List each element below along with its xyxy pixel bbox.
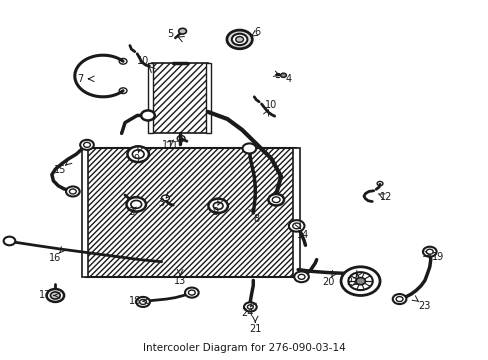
Circle shape — [340, 267, 379, 296]
Circle shape — [131, 201, 142, 208]
Text: 3: 3 — [158, 198, 164, 208]
Circle shape — [66, 186, 80, 197]
Circle shape — [288, 220, 304, 231]
Text: 12: 12 — [379, 192, 391, 202]
Bar — [82, 148, 88, 277]
Circle shape — [178, 28, 186, 34]
Text: 10: 10 — [264, 100, 276, 110]
Text: 11: 11 — [162, 140, 174, 150]
Bar — [206, 63, 211, 134]
Circle shape — [292, 223, 300, 229]
Circle shape — [208, 199, 227, 213]
Text: 22: 22 — [346, 277, 358, 287]
Text: 20: 20 — [322, 277, 334, 287]
Circle shape — [136, 297, 150, 307]
Circle shape — [294, 271, 308, 282]
Text: 14: 14 — [296, 230, 308, 239]
Bar — [148, 63, 153, 134]
Text: 19: 19 — [431, 252, 444, 262]
Circle shape — [50, 292, 60, 299]
Text: 1: 1 — [172, 140, 178, 150]
Circle shape — [126, 197, 146, 212]
Text: 18: 18 — [128, 296, 141, 306]
Text: 13: 13 — [174, 276, 186, 286]
Circle shape — [280, 73, 286, 77]
Text: 9: 9 — [133, 154, 139, 164]
Bar — [86, 148, 295, 277]
Circle shape — [184, 288, 198, 298]
Bar — [152, 63, 207, 134]
Circle shape — [242, 143, 256, 153]
Text: 10: 10 — [137, 56, 149, 66]
Circle shape — [141, 111, 155, 121]
Text: 21: 21 — [248, 324, 261, 334]
Circle shape — [132, 150, 144, 158]
Circle shape — [355, 278, 365, 285]
Text: Intercooler Diagram for 276-090-03-14: Intercooler Diagram for 276-090-03-14 — [143, 343, 345, 353]
Circle shape — [268, 194, 284, 206]
Text: 15: 15 — [54, 165, 66, 175]
Circle shape — [46, 289, 64, 302]
Text: 4: 4 — [285, 74, 291, 84]
Circle shape — [244, 302, 256, 312]
Circle shape — [422, 247, 436, 257]
Circle shape — [213, 202, 223, 210]
Circle shape — [347, 272, 372, 290]
Bar — [86, 148, 295, 277]
Text: 8: 8 — [253, 214, 259, 224]
Text: 17: 17 — [40, 291, 52, 301]
Text: 16: 16 — [49, 253, 61, 263]
Text: 7: 7 — [77, 74, 83, 84]
Circle shape — [231, 34, 247, 45]
Text: 6: 6 — [254, 27, 260, 37]
Circle shape — [392, 294, 406, 304]
Text: 9: 9 — [212, 207, 218, 217]
Circle shape — [226, 30, 252, 49]
Text: 24: 24 — [240, 308, 253, 318]
Circle shape — [3, 237, 15, 245]
Text: 23: 23 — [418, 301, 430, 311]
Circle shape — [161, 195, 169, 201]
Bar — [293, 148, 299, 277]
Circle shape — [127, 146, 149, 162]
Text: 2: 2 — [128, 207, 134, 217]
Circle shape — [235, 37, 243, 42]
Bar — [152, 63, 207, 134]
Text: 5: 5 — [167, 29, 173, 39]
Circle shape — [80, 140, 94, 150]
